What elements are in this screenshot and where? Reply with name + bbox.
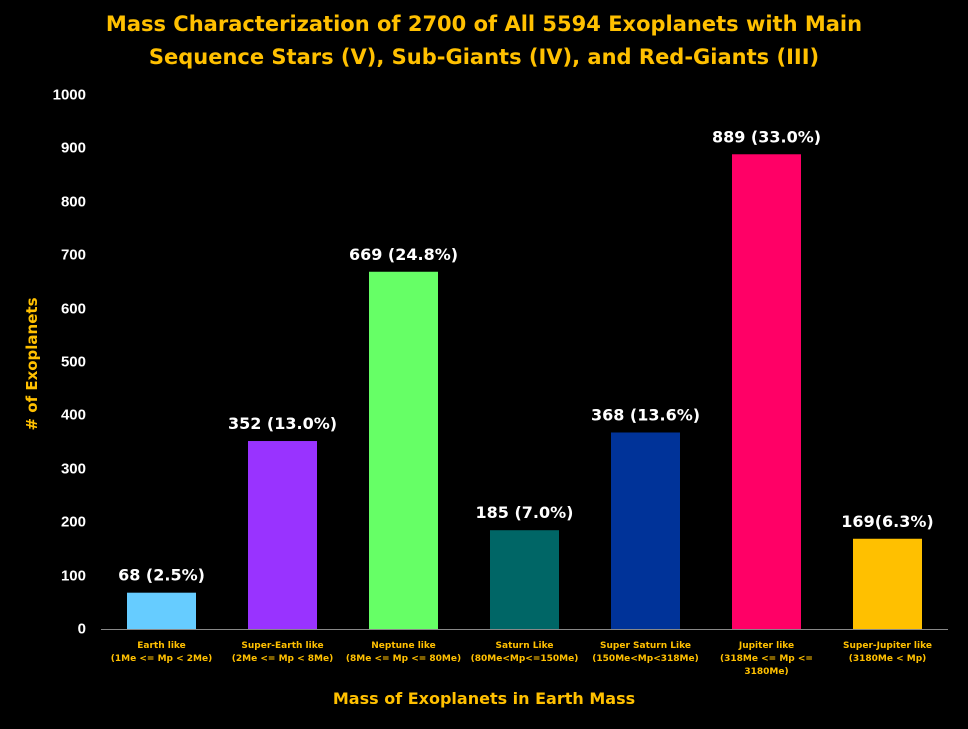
y-tick-label: 400	[60, 406, 86, 424]
x-tick-label-line: Saturn Like	[495, 641, 554, 651]
x-tick-label-line: (150Me<Mp<318Me)	[592, 654, 699, 664]
x-tick-label-line: Earth like	[137, 641, 186, 651]
chart-title-line-1: Mass Characterization of 2700 of All 559…	[105, 12, 863, 36]
x-tick-label: Super Saturn Like (150Me<Mp<318Me)	[576, 640, 716, 666]
x-tick-label: Neptune like (8Me <= Mp <= 80Me)	[334, 640, 474, 666]
x-tick-label-line: Neptune like	[371, 641, 436, 651]
bar-data-label: 169(6.3%)	[841, 512, 933, 531]
x-tick-label: Saturn Like (80Me<Mp<=150Me)	[455, 640, 595, 666]
bar	[490, 530, 559, 629]
x-tick-label: Super-Jupiter like (3180Me < Mp)	[818, 640, 958, 666]
x-tick-label-line: (3180Me < Mp)	[848, 654, 927, 664]
x-tick-label-line: Super Saturn Like	[600, 641, 691, 651]
y-tick-label: 200	[60, 513, 86, 531]
x-tick-label-line: Jupiter like	[738, 641, 795, 651]
bar-data-label: 185 (7.0%)	[476, 503, 574, 522]
bar	[732, 154, 801, 630]
y-tick-label: 1000	[52, 86, 86, 104]
y-tick-label: 900	[60, 139, 86, 157]
bar-data-label: 889 (33.0%)	[712, 127, 821, 146]
y-tick-label: 600	[60, 300, 86, 318]
bar-data-label: 669 (24.8%)	[349, 245, 458, 264]
x-tick-label-line: Super-Jupiter like	[843, 641, 932, 651]
y-tick-label: 0	[77, 620, 86, 638]
x-tick-label: Super-Earth like (2Me <= Mp < 8Me)	[213, 640, 353, 666]
y-tick-label: 800	[60, 193, 86, 211]
x-tick-label-line: (1Me <= Mp < 2Me)	[110, 654, 213, 664]
x-tick-label: Jupiter like (318Me <= Mp <= 3180Me)	[697, 640, 837, 679]
x-tick-label-line: (318Me <= Mp <=	[720, 654, 813, 664]
y-tick-label: 300	[60, 460, 86, 478]
y-tick-label: 700	[60, 246, 86, 264]
x-tick-label-line: (8Me <= Mp <= 80Me)	[345, 654, 462, 664]
x-tick-label-line: (80Me<Mp<=150Me)	[470, 654, 579, 664]
x-tick-label: Earth like (1Me <= Mp < 2Me)	[92, 640, 232, 666]
bar	[369, 271, 438, 629]
x-axis-label: Mass of Exoplanets in Earth Mass	[332, 689, 636, 708]
y-tick-label: 100	[60, 567, 86, 585]
bar	[611, 432, 680, 629]
bar	[853, 538, 922, 629]
bar-data-label: 368 (13.6%)	[591, 405, 700, 424]
x-tick-label-line: Super-Earth like	[241, 641, 324, 651]
bar	[127, 592, 196, 629]
x-tick-label-line: 3180Me)	[744, 667, 789, 677]
bar	[248, 441, 317, 629]
x-tick-label-line: (2Me <= Mp < 8Me)	[231, 654, 334, 664]
y-tick-label: 500	[60, 353, 86, 371]
bar-data-label: 68 (2.5%)	[118, 566, 205, 585]
bar-data-label: 352 (13.0%)	[228, 414, 337, 433]
chart-title-line-2: Sequence Stars (V), Sub-Giants (IV), and…	[148, 45, 820, 69]
